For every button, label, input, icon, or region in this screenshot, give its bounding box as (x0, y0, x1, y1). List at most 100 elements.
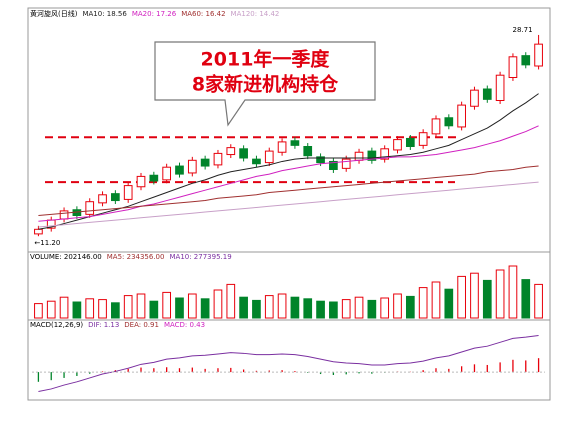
candle-body (162, 166, 172, 181)
candle-body (252, 158, 261, 165)
volume-bar (534, 283, 543, 319)
candle-body (431, 118, 441, 135)
volume-bar (367, 299, 377, 319)
candle-body (341, 158, 351, 169)
candle-body (136, 175, 146, 188)
candle-body (495, 74, 505, 101)
volume-bar (226, 283, 236, 319)
candle-body (521, 55, 531, 66)
candle-body (264, 150, 274, 164)
ma-line (38, 165, 539, 216)
volume-bar (290, 296, 300, 319)
volume-bar (521, 279, 531, 319)
candle-body (111, 193, 120, 202)
annotation-box (154, 41, 376, 127)
candle-body (316, 156, 325, 164)
volume-bar (149, 300, 159, 319)
volume-bar (495, 269, 505, 319)
candle-body (367, 150, 377, 161)
volume-bar (252, 299, 261, 319)
candle-body (508, 56, 518, 78)
volume-bar (277, 293, 287, 319)
header-label: DIF: 1.13 (88, 321, 119, 329)
candle-body (418, 132, 428, 146)
volume-bar (34, 303, 43, 319)
volume-bar (418, 287, 428, 319)
candle-body (329, 160, 338, 170)
volume-bar (136, 293, 146, 319)
volume-bar (457, 275, 466, 319)
header-label: MA10: 18.56 (82, 10, 127, 18)
volume-bar (59, 296, 69, 319)
volume-bar (329, 301, 338, 319)
candle-body (59, 210, 69, 220)
header-label: VOLUME: 202146.00 (30, 253, 102, 261)
volume-bar (431, 281, 441, 319)
volume-bar (264, 295, 274, 319)
volume-bar (393, 293, 402, 319)
candle-body (405, 137, 415, 147)
candle-body (303, 146, 313, 157)
candle-body (34, 228, 43, 235)
candle-body (354, 151, 364, 161)
ma-line (38, 125, 539, 222)
volume-bar (482, 279, 492, 319)
header-label: MA60: 16.42 (181, 10, 225, 18)
header-label: MACD(12,26,9) (30, 321, 83, 329)
volume-bar (380, 297, 390, 319)
volume-bar (98, 299, 107, 319)
ma-line (38, 181, 539, 228)
candle-body (226, 147, 236, 156)
header-label: MA5: 234356.00 (107, 253, 165, 261)
candle-body (470, 89, 479, 107)
candle-body (277, 141, 287, 153)
annotation-text: 8家新进机构持仓 (192, 73, 339, 96)
volume-bar (341, 299, 351, 319)
candle-body (380, 148, 390, 160)
candle-body (85, 201, 95, 215)
candle-body (534, 43, 543, 67)
volume-bar (111, 302, 120, 319)
header-label: 黄河旋风(日线) (30, 9, 78, 18)
volume-bar (46, 300, 56, 319)
candle-body (123, 185, 133, 200)
header-label: DEA: 0.91 (124, 321, 159, 329)
callout (154, 41, 376, 127)
volume-bar (444, 288, 454, 319)
candle-body (187, 159, 197, 174)
annotation-text: 2011年一季度 (201, 48, 331, 71)
candle-body (200, 158, 210, 167)
candle-body (290, 140, 300, 146)
volume-bar (213, 289, 223, 319)
volume-bar (354, 296, 364, 319)
volume-bar (85, 298, 95, 319)
candle-body (482, 88, 492, 100)
volume-bar (72, 301, 82, 319)
candle-body (149, 174, 159, 182)
candle-body (393, 139, 402, 151)
header-label: MACD: 0.43 (164, 321, 205, 329)
candle-body (457, 104, 466, 128)
frame (27, 7, 551, 401)
volume-bar (470, 272, 479, 319)
candle-body (175, 165, 184, 175)
candle-body (213, 152, 223, 166)
low-label: ←11.20 (34, 239, 60, 247)
volume-bar (508, 265, 518, 319)
header-label: MA120: 14.42 (231, 10, 280, 18)
volume-bar (200, 298, 210, 319)
dif-line (38, 335, 539, 393)
volume-bar (123, 295, 133, 319)
volume-bar (162, 291, 172, 319)
candle-body (444, 117, 454, 127)
candle-body (239, 148, 248, 159)
candle-body (98, 194, 107, 204)
high-label: 28.71 (513, 26, 533, 34)
volume-bar (187, 293, 197, 319)
volume-bar (175, 297, 184, 319)
volume-bar (239, 296, 248, 319)
volume-bar (405, 295, 415, 319)
header-label: MA20: 17.26 (132, 10, 177, 18)
volume-bar (303, 298, 313, 319)
